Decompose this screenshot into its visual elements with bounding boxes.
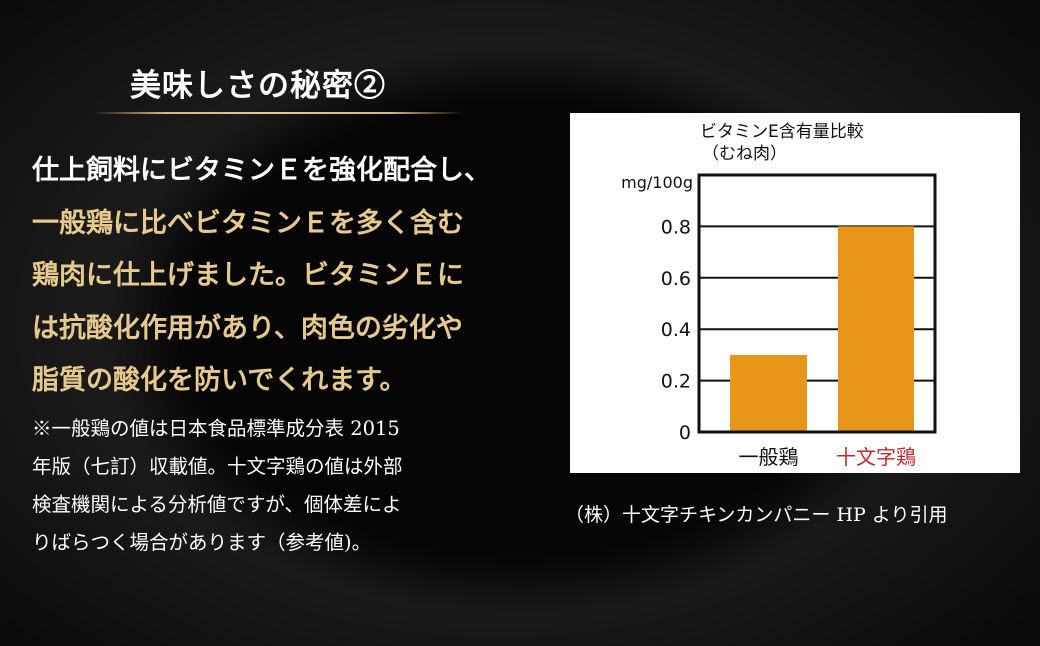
footnote: ※一般鶏の値は日本食品標準成分表 2015 年版（七訂）収載値。十文字鶏の値は外… bbox=[32, 410, 403, 562]
body-line: は抗酸化作用があり、肉色の劣化や bbox=[32, 312, 463, 344]
body-line: 鶏肉に仕上げました。ビタミンＥに bbox=[32, 260, 464, 291]
body-line: 仕上飼料にビタミンＥを強化配合し、 bbox=[32, 155, 491, 186]
y-tick-label: 0 bbox=[679, 422, 691, 444]
x-tick-label: 十文字鶏 bbox=[836, 445, 916, 469]
chart-panel: ビタミンE含有量比較 （むね肉） mg/100g 0 0.2 0.4 0.6 0.8 一… bbox=[570, 113, 1020, 473]
source-caption: （株）十文字チキンカンパニー HP より引用 bbox=[565, 504, 948, 526]
bar-1 bbox=[730, 354, 807, 432]
title-underline bbox=[92, 112, 464, 114]
section-title: 美味しさの秘密② bbox=[130, 68, 386, 104]
y-axis-label: mg/100g bbox=[621, 173, 693, 192]
x-tick-label: 一般鶏 bbox=[739, 445, 799, 469]
note-line: りばらつく場合があります（参考値)。 bbox=[32, 531, 372, 554]
note-line: 検査機関による分析値ですが、個体差によ bbox=[32, 493, 402, 516]
y-tick-label: 0.4 bbox=[661, 319, 691, 341]
chart-title: ビタミンE含有量比較 bbox=[700, 122, 864, 142]
body-line: 一般鶏に比べビタミンＥを多く含む bbox=[32, 207, 464, 239]
plot-frame bbox=[697, 173, 937, 434]
note-line: ※一般鶏の値は日本食品標準成分表 2015 bbox=[32, 417, 400, 440]
y-tick-label: 0.6 bbox=[661, 268, 691, 290]
y-tick-label: 0.2 bbox=[661, 371, 691, 393]
body-text: 仕上飼料にビタミンＥを強化配合し、 一般鶏に比べビタミンＥを多く含む 鶏肉に仕上… bbox=[32, 145, 491, 408]
note-line: 年版（七訂）収載値。十文字鶏の値は外部 bbox=[32, 455, 403, 478]
bar-chart: ビタミンE含有量比較 （むね肉） mg/100g 0 0.2 0.4 0.6 0.8 一… bbox=[621, 122, 937, 469]
y-tick-label: 0.8 bbox=[661, 216, 691, 238]
chart-subtitle: （むね肉） bbox=[702, 144, 787, 164]
body-line: 脂質の酸化を防いでくれます。 bbox=[32, 365, 407, 396]
bar-2 bbox=[838, 226, 914, 432]
